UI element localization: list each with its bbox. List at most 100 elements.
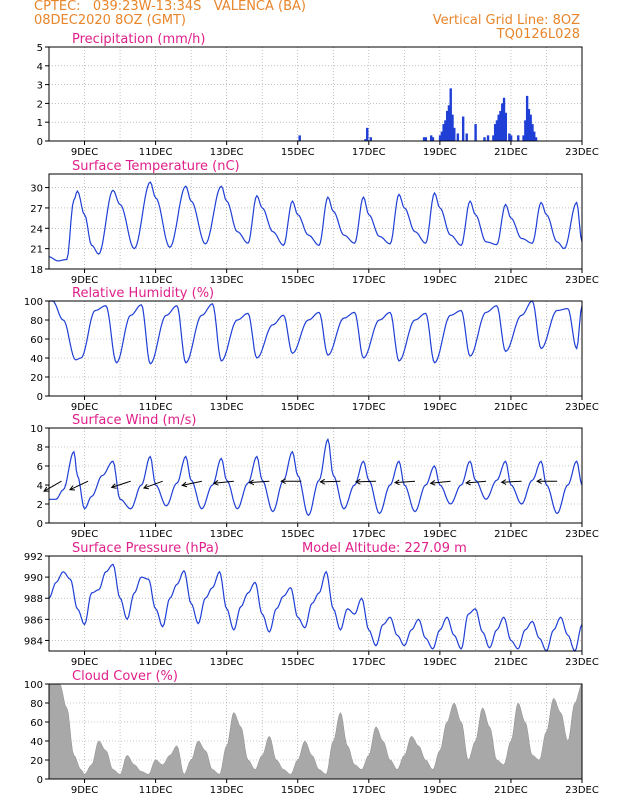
pressure-ytick-label: 992: [24, 552, 43, 563]
wind-arrowhead: [43, 486, 50, 492]
pressure-frame: [48, 555, 583, 652]
wind-ytick-label: 8: [37, 443, 43, 454]
cloud-ytick-label: 60: [30, 718, 43, 729]
humidity-date-label: 11DEC: [139, 402, 173, 413]
wind-arrow: [43, 480, 62, 492]
precip-bar: [508, 133, 511, 141]
pressure-ytick-label: 986: [24, 615, 43, 626]
precip-bar: [495, 120, 499, 141]
precip-bar: [483, 137, 486, 141]
wind-arrowhead: [69, 485, 75, 491]
precip-bar: [525, 95, 529, 141]
humidity-series-line: [49, 300, 583, 365]
wind-date-label: 19DEC: [423, 529, 457, 540]
pressure-series-line: [48, 563, 583, 652]
temperature-date-label: 11DEC: [139, 275, 173, 286]
precip-date-label: 11DEC: [139, 147, 173, 158]
wind-arrow: [355, 480, 376, 483]
pressure-date-label: 17DEC: [352, 657, 386, 668]
precip-bar: [527, 109, 531, 141]
wind-arrowhead: [319, 478, 326, 485]
precip-bar: [517, 135, 520, 141]
wind-date-label: 9DEC: [71, 529, 98, 540]
wind-arrowhead: [142, 483, 149, 490]
precip-bar: [438, 135, 442, 141]
cloud-ytick-label: 40: [30, 737, 43, 748]
wind-ytick-label: 0: [37, 519, 43, 530]
cloud-date-label: 11DEC: [139, 785, 173, 796]
precip-bar: [486, 135, 490, 141]
wind-arrowhead: [465, 479, 471, 486]
pressure-date-label: 13DEC: [210, 657, 244, 668]
wind-arrow: [501, 480, 522, 483]
humidity-ytick-label: 100: [24, 297, 43, 308]
precip-frame: [48, 46, 583, 142]
wind-date-label: 13DEC: [210, 529, 244, 540]
precip-bar: [453, 127, 456, 141]
precip-bar: [492, 135, 495, 141]
grid-note: Vertical Grid Line: 8OZ: [432, 13, 580, 28]
precip-bar: [493, 124, 497, 141]
cloud-frame: [48, 683, 583, 780]
wind-arrow: [249, 480, 270, 484]
precip-date-label: 13DEC: [210, 147, 244, 158]
wind-arrow: [395, 480, 416, 484]
precip-bar: [369, 137, 372, 141]
precip-date-label: 21DEC: [494, 147, 528, 158]
temperature-date-label: 13DEC: [210, 275, 244, 286]
temperature-date-label: 9DEC: [71, 275, 98, 286]
wind-date-label: 17DEC: [352, 529, 386, 540]
wind-ytick-label: 6: [37, 462, 43, 473]
temperature-ytick-label: 30: [30, 184, 43, 195]
precip-ytick-label: 3: [37, 81, 43, 92]
wind-arrowhead: [500, 479, 507, 485]
wind-arrow: [111, 480, 131, 488]
precip-bar: [449, 88, 452, 141]
precip-bar: [499, 110, 502, 141]
wind-arrowhead: [280, 478, 286, 485]
cloud-ytick-label: 80: [30, 699, 43, 710]
precip-title: Precipitation (mm/h): [72, 32, 205, 47]
wind-frame: [48, 427, 583, 524]
wind-date-label: 23DEC: [565, 529, 599, 540]
cloud-date-label: 15DEC: [281, 785, 315, 796]
wind-date-label: 15DEC: [281, 529, 315, 540]
run-datetime: 08DEC2020 8OZ (GMT): [34, 13, 186, 28]
precip-bar: [461, 116, 465, 141]
temperature-ytick-label: 24: [30, 224, 43, 235]
wind-arrow: [143, 480, 163, 489]
precip-bar: [531, 124, 534, 141]
temperature-series-line: [48, 181, 583, 262]
wind-arrowhead: [354, 478, 361, 485]
precip-bar: [474, 124, 477, 141]
temperature-date-label: 17DEC: [352, 275, 386, 286]
humidity-ytick-label: 20: [30, 373, 43, 384]
precip-bar: [504, 112, 508, 141]
precip-bar: [445, 110, 449, 141]
precip-bar: [465, 133, 468, 141]
humidity-date-label: 21DEC: [494, 402, 528, 413]
pressure-ytick-label: 988: [24, 594, 43, 605]
temperature-date-label: 19DEC: [423, 275, 457, 286]
precip-bar: [364, 139, 367, 141]
pressure-date-label: 15DEC: [281, 657, 315, 668]
precip-bar: [456, 133, 460, 141]
precip-date-label: 9DEC: [71, 147, 98, 158]
wind-arrow: [430, 480, 451, 484]
temperature-ytick-label: 18: [30, 265, 43, 276]
station-header: CPTEC: 039:23W-13:34S VALENCA (BA): [34, 0, 306, 14]
humidity-date-label: 19DEC: [423, 402, 457, 413]
temperature-date-label: 23DEC: [565, 275, 599, 286]
pressure-ytick-label: 984: [24, 636, 43, 647]
precip-bar: [451, 114, 454, 141]
humidity-ytick-label: 40: [30, 354, 43, 365]
temperature-ytick-label: 27: [30, 204, 43, 215]
cloud-date-label: 13DEC: [210, 785, 244, 796]
precip-bar: [502, 97, 506, 141]
humidity-ytick-label: 0: [37, 392, 43, 403]
cloud-date-label: 9DEC: [71, 785, 98, 796]
wind-ytick-label: 2: [37, 500, 43, 511]
cloud-date-label: 17DEC: [352, 785, 386, 796]
temperature-ytick-label: 21: [30, 245, 43, 256]
